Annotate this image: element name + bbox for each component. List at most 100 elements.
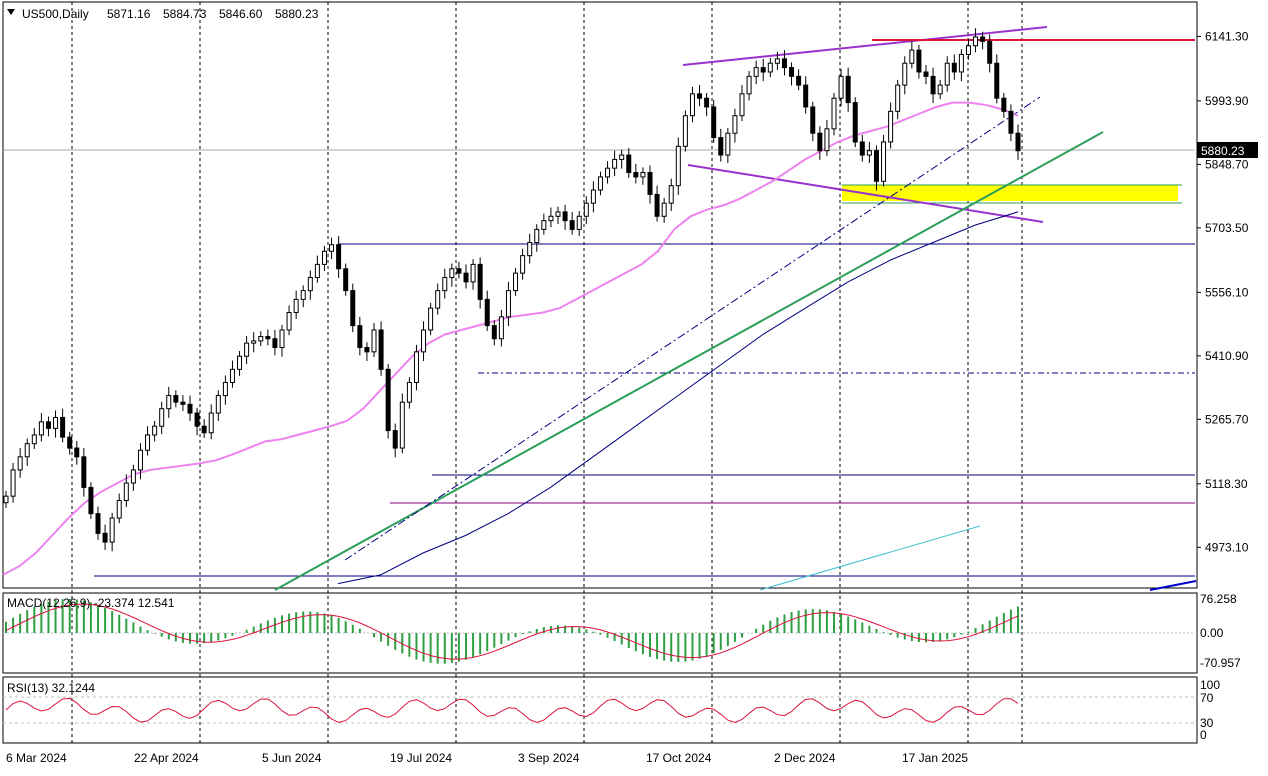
candle-bear <box>392 430 398 449</box>
candle-bear <box>95 513 101 534</box>
candle-bull <box>399 401 405 449</box>
candle-bull <box>902 62 908 86</box>
candle-bear <box>796 75 802 86</box>
candle-bull <box>314 263 320 279</box>
candle-bull <box>675 145 681 187</box>
candle-bear <box>626 154 632 174</box>
support-zone[interactable] <box>842 185 1178 201</box>
candle-bull <box>590 189 596 204</box>
ohlc-header: US500,Daily 5871.16 5884.73 5846.60 5880… <box>7 7 319 21</box>
candle-bull <box>824 128 830 152</box>
candle-bear <box>633 172 639 178</box>
date-tick-label: 5 Jun 2024 <box>262 751 322 765</box>
main-panel <box>2 1 1198 589</box>
price-tick-label: 5848.70 <box>1205 157 1249 171</box>
candle-bull <box>38 421 44 436</box>
candle-bear <box>343 268 349 292</box>
macd-axis: 76.258 0.00 -70.957 <box>1200 592 1241 670</box>
candle-bear <box>265 336 271 340</box>
candle-bull <box>109 517 115 543</box>
date-axis: 6 Mar 2024 22 Apr 2024 5 Jun 2024 19 Jul 20… <box>6 751 968 765</box>
candle-bull <box>881 141 887 182</box>
candle-bear <box>994 62 1000 99</box>
candle-bull <box>583 202 589 217</box>
candle-bear <box>81 456 87 488</box>
candle-bear <box>704 97 710 108</box>
candle-bull <box>605 167 611 178</box>
candle-bear <box>697 93 703 99</box>
candle-bull <box>937 84 943 95</box>
candle-bear <box>1015 132 1021 152</box>
candle-bull <box>145 434 151 451</box>
symbol-label: US500,Daily <box>22 7 89 21</box>
candle-bear <box>711 106 717 139</box>
candle-bear <box>350 290 356 327</box>
candle-bull <box>24 443 30 458</box>
green-trendline[interactable] <box>274 131 1104 591</box>
channel-lower-line[interactable] <box>687 164 1044 223</box>
blue-trendline[interactable] <box>1149 580 1197 591</box>
candle-bear <box>364 346 370 353</box>
candle-bear <box>1008 110 1014 134</box>
candle-bear <box>569 220 575 230</box>
candle-bull <box>661 202 667 217</box>
candle-bull <box>152 425 158 436</box>
candle-bull <box>406 381 412 403</box>
candle-bull <box>541 220 547 230</box>
rsi-panel <box>2 676 1198 744</box>
candle-bull <box>258 336 264 342</box>
candle-bear <box>456 268 462 274</box>
candle-bear <box>817 132 823 152</box>
candle-bear <box>852 102 858 143</box>
candle-bear <box>810 106 816 134</box>
candle-bull <box>371 329 377 353</box>
candle-bear <box>357 325 363 348</box>
rsi-label: RSI(13) 32.1244 <box>7 681 95 695</box>
date-tick-label: 17 Oct 2024 <box>646 751 712 765</box>
candle-bull <box>421 329 427 353</box>
current-price-badge: 5880.23 <box>1197 142 1258 158</box>
channel-upper-line[interactable] <box>682 26 1048 66</box>
candle-bull <box>725 132 731 156</box>
candle-bull <box>767 62 773 73</box>
candle-bull <box>17 456 23 471</box>
candle-bull <box>3 495 9 504</box>
candle-bull <box>689 93 695 117</box>
candle-bear <box>187 403 193 414</box>
date-tick-label: 2 Dec 2024 <box>774 751 836 765</box>
candle-bear <box>987 40 993 64</box>
candle-bull <box>774 58 780 64</box>
date-tick-label: 6 Mar 2024 <box>6 751 67 765</box>
candle-bull <box>682 115 688 147</box>
candle-bull <box>753 67 759 77</box>
candle-bull <box>428 307 434 331</box>
candle-bull <box>31 434 37 445</box>
candle-bull <box>307 277 313 292</box>
dashdot-trendline[interactable] <box>344 96 1041 561</box>
candle-bear <box>336 244 342 270</box>
close-value: 5880.23 <box>275 7 319 21</box>
price-axis: 6141.30 5993.90 5848.70 5703.50 5556.10 5410.… <box>1197 29 1249 554</box>
candle-bull <box>123 482 129 502</box>
macd-label: MACD(12,26,9) -23.374 12.541 <box>7 596 175 610</box>
drawn-objects[interactable] <box>3 26 1197 591</box>
candle-bear <box>760 67 766 73</box>
cyan-trendline[interactable] <box>759 525 981 591</box>
dropdown-triangle-icon[interactable] <box>7 9 15 15</box>
candle-bull <box>53 416 59 429</box>
candle-bull <box>435 290 441 309</box>
candle-bear <box>194 412 200 427</box>
candle-bear <box>781 58 787 69</box>
price-tick-label: 5556.10 <box>1205 285 1249 299</box>
candle-bull <box>279 329 285 348</box>
candle-bear <box>980 36 986 42</box>
open-value: 5871.16 <box>107 7 151 21</box>
candle-bull <box>732 115 738 134</box>
candle-bear <box>378 329 384 370</box>
candle-bull <box>293 298 299 313</box>
rsi-tick-label: 70 <box>1200 691 1214 705</box>
candle-bull <box>534 228 540 244</box>
